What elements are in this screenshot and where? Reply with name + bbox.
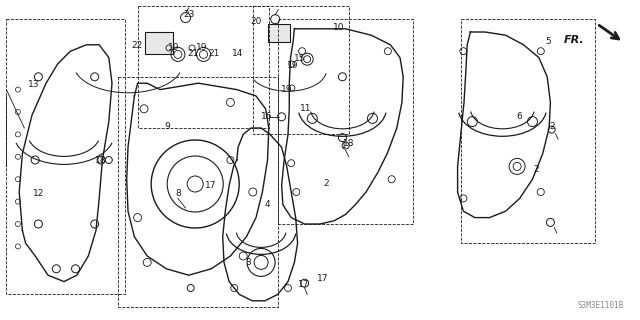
Text: 1: 1	[342, 141, 347, 150]
Text: 21: 21	[208, 49, 220, 58]
Text: 5: 5	[545, 37, 550, 46]
Text: 18: 18	[95, 156, 107, 165]
Text: FR.: FR.	[564, 35, 585, 45]
Text: 16: 16	[261, 112, 273, 121]
Bar	[145, 32, 173, 54]
Text: 17: 17	[205, 181, 217, 190]
Text: 9: 9	[165, 122, 170, 131]
Text: 17: 17	[298, 280, 309, 289]
Text: 17: 17	[317, 274, 328, 283]
Text: 3: 3	[246, 258, 251, 267]
Text: 2: 2	[324, 180, 329, 188]
Bar	[268, 24, 289, 42]
Text: 2: 2	[549, 122, 554, 131]
Text: 10: 10	[333, 23, 345, 32]
Text: 14: 14	[232, 49, 244, 58]
Text: 21: 21	[188, 49, 199, 58]
Text: 22: 22	[131, 41, 143, 50]
Text: 23: 23	[184, 10, 195, 19]
Text: 20: 20	[250, 17, 262, 26]
Text: 15: 15	[294, 54, 305, 63]
Text: 6: 6	[517, 112, 522, 121]
Text: 19: 19	[281, 85, 292, 94]
Text: 2: 2	[534, 165, 539, 174]
Text: 19: 19	[287, 61, 298, 70]
Text: 19: 19	[196, 43, 207, 52]
Text: 4: 4	[265, 200, 270, 209]
Text: 8: 8	[175, 189, 180, 198]
Text: 11: 11	[300, 104, 312, 113]
Text: 19: 19	[168, 43, 180, 52]
Text: 13: 13	[28, 80, 40, 89]
Text: 18: 18	[343, 140, 355, 148]
Text: 12: 12	[33, 189, 44, 198]
Text: S3M3E1101B: S3M3E1101B	[578, 301, 624, 310]
